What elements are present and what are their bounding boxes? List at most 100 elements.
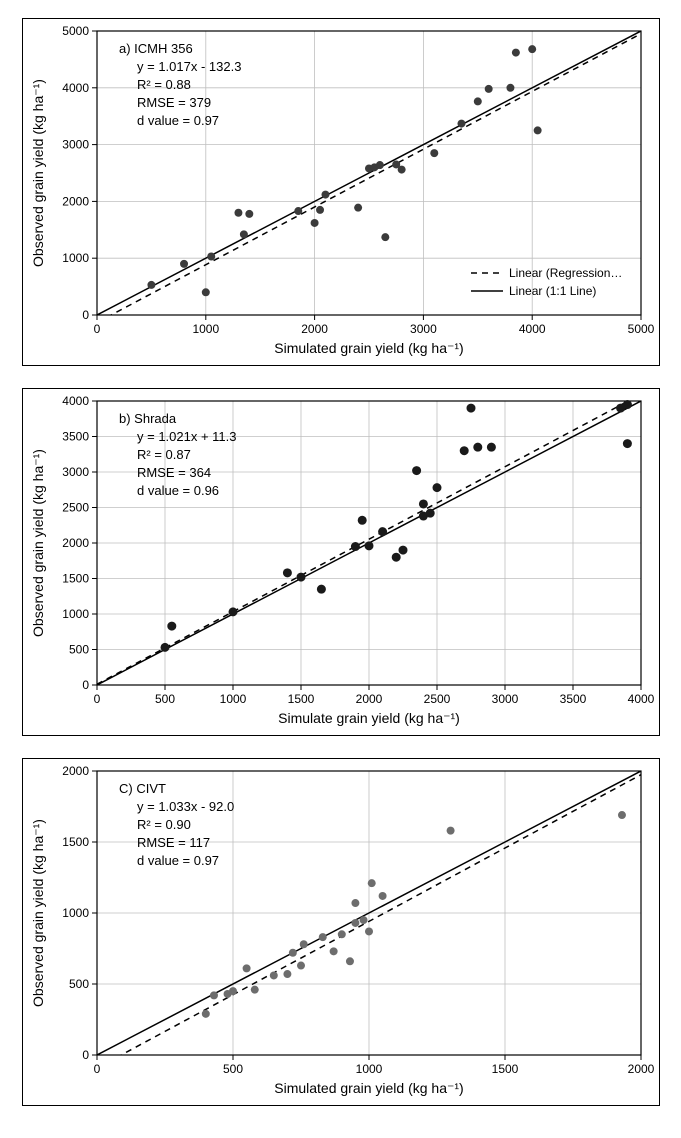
legend-label: Linear (1:1 Line) <box>509 284 596 298</box>
y-tick-label: 4000 <box>62 394 89 408</box>
y-axis-label: Observed grain yield (kg ha⁻¹) <box>30 819 46 1007</box>
data-point <box>473 443 482 452</box>
data-point <box>147 281 155 289</box>
y-tick-label: 0 <box>82 678 89 692</box>
x-tick-label: 2000 <box>356 692 383 706</box>
data-point <box>376 161 384 169</box>
equation-text: y = 1.021x + 11.3 <box>137 429 237 444</box>
x-tick-label: 3500 <box>560 692 587 706</box>
y-tick-label: 5000 <box>62 24 89 38</box>
data-point <box>534 126 542 134</box>
x-tick-label: 2000 <box>301 322 328 336</box>
data-point <box>316 206 324 214</box>
data-point <box>381 233 389 241</box>
x-tick-label: 2000 <box>628 1062 655 1076</box>
x-tick-label: 1000 <box>356 1062 383 1076</box>
data-point <box>506 84 514 92</box>
data-point <box>365 927 373 935</box>
panel-c: 05001000150020000500100015002000Simulate… <box>22 758 660 1106</box>
data-point <box>398 166 406 174</box>
x-axis-label: Simulate grain yield (kg ha⁻¹) <box>278 710 460 726</box>
data-point <box>283 970 291 978</box>
chart-svg: 0100020003000400050000100020003000400050… <box>23 19 659 365</box>
data-point <box>338 930 346 938</box>
data-point <box>487 443 496 452</box>
dvalue-text: d value = 0.97 <box>137 113 219 128</box>
y-tick-label: 2000 <box>62 194 89 208</box>
data-point <box>485 85 493 93</box>
data-point <box>229 987 237 995</box>
data-point <box>512 49 520 57</box>
equation-text: y = 1.033x - 92.0 <box>137 799 234 814</box>
data-point <box>457 120 465 128</box>
data-point <box>399 546 408 555</box>
data-point <box>365 541 374 550</box>
rmse-text: RMSE = 364 <box>137 465 211 480</box>
y-tick-label: 1500 <box>62 572 89 586</box>
x-tick-label: 0 <box>94 1062 101 1076</box>
data-point <box>300 940 308 948</box>
data-point <box>297 573 306 582</box>
x-tick-label: 4000 <box>628 692 655 706</box>
y-tick-label: 1000 <box>62 251 89 265</box>
data-point <box>202 288 210 296</box>
r2-text: R² = 0.88 <box>137 77 191 92</box>
data-point <box>351 542 360 551</box>
legend-label: Linear (Regression… <box>509 266 622 280</box>
data-point <box>289 949 297 957</box>
data-point <box>419 499 428 508</box>
x-tick-label: 1500 <box>492 1062 519 1076</box>
x-tick-label: 500 <box>223 1062 243 1076</box>
dvalue-text: d value = 0.96 <box>137 483 219 498</box>
x-tick-label: 1000 <box>192 322 219 336</box>
data-point <box>207 252 215 260</box>
data-point <box>180 260 188 268</box>
y-tick-label: 500 <box>69 977 89 991</box>
figure-page: 0100020003000400050000100020003000400050… <box>0 0 681 1138</box>
data-point <box>229 607 238 616</box>
data-point <box>351 899 359 907</box>
dvalue-text: d value = 0.97 <box>137 853 219 868</box>
data-point <box>460 446 469 455</box>
x-tick-label: 500 <box>155 692 175 706</box>
data-point <box>243 964 251 972</box>
panel-title: C) CIVT <box>119 781 166 796</box>
data-point <box>360 916 368 924</box>
data-point <box>346 957 354 965</box>
data-point <box>283 568 292 577</box>
data-point <box>378 527 387 536</box>
data-point <box>319 933 327 941</box>
data-point <box>234 209 242 217</box>
data-point <box>294 207 302 215</box>
x-tick-label: 4000 <box>519 322 546 336</box>
y-tick-label: 500 <box>69 643 89 657</box>
data-point <box>317 585 326 594</box>
data-point <box>467 404 476 413</box>
x-axis-label: Simulated grain yield (kg ha⁻¹) <box>274 340 463 356</box>
y-tick-label: 3000 <box>62 465 89 479</box>
data-point <box>358 516 367 525</box>
data-point <box>379 892 387 900</box>
equation-text: y = 1.017x - 132.3 <box>137 59 241 74</box>
data-point <box>392 553 401 562</box>
y-axis-label: Observed grain yield (kg ha⁻¹) <box>30 79 46 267</box>
x-tick-label: 0 <box>94 692 101 706</box>
x-tick-label: 3000 <box>410 322 437 336</box>
data-point <box>618 811 626 819</box>
x-tick-label: 0 <box>94 322 101 336</box>
y-tick-label: 2500 <box>62 501 89 515</box>
data-point <box>351 919 359 927</box>
data-point <box>447 827 455 835</box>
x-axis-label: Simulated grain yield (kg ha⁻¹) <box>274 1080 463 1096</box>
data-point <box>623 400 632 409</box>
y-tick-label: 1000 <box>62 607 89 621</box>
x-tick-label: 2500 <box>424 692 451 706</box>
y-tick-label: 1000 <box>62 906 89 920</box>
data-point <box>430 149 438 157</box>
x-tick-label: 1500 <box>288 692 315 706</box>
r2-text: R² = 0.87 <box>137 447 191 462</box>
data-point <box>270 971 278 979</box>
data-point <box>245 210 253 218</box>
data-point <box>240 230 248 238</box>
panel-a: 0100020003000400050000100020003000400050… <box>22 18 660 366</box>
